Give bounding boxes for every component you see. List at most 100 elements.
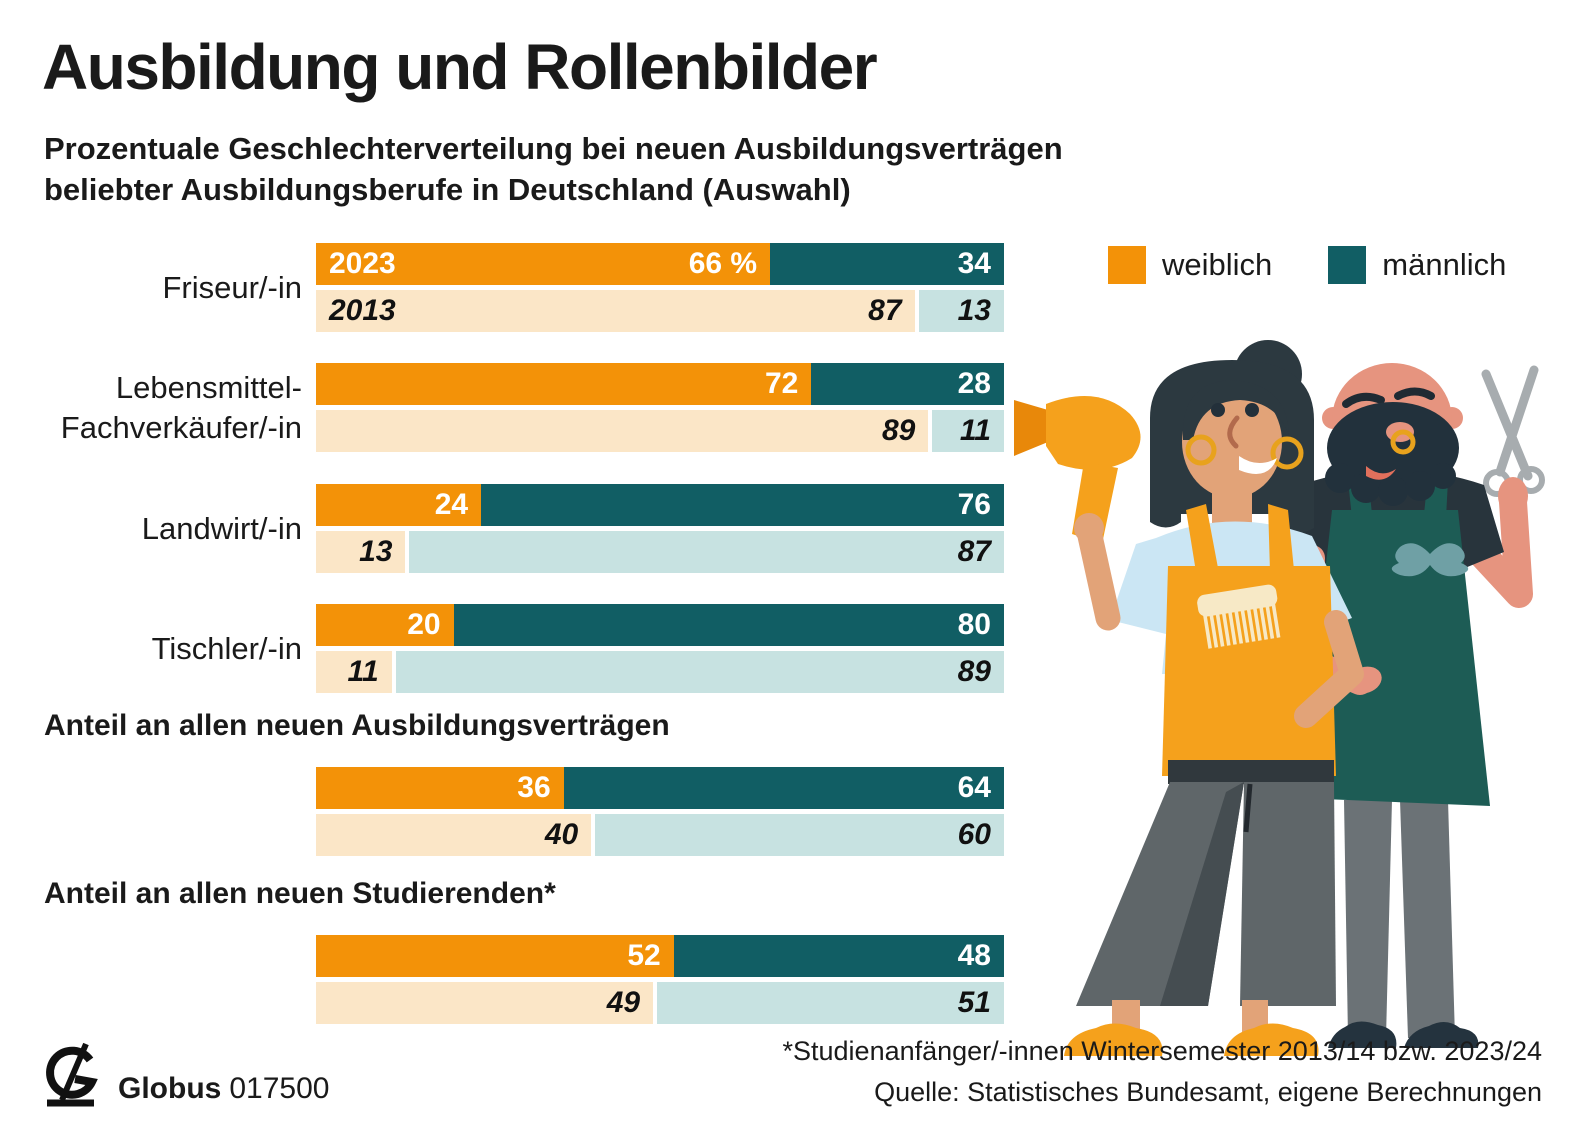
bar-tischler-2023: 20 80 (316, 604, 1004, 646)
man-apron (1300, 510, 1490, 806)
man-shoe (1328, 1021, 1397, 1048)
legend-label-weiblich: weiblich (1162, 247, 1273, 282)
bar-value-maennlich: 60 (957, 818, 991, 851)
man-pants (1344, 800, 1392, 1038)
bar-group-landwirt: 24 76 13 87 (316, 484, 1004, 573)
bar-lebensmittel-2013: 89 11 (316, 410, 1004, 452)
row-label-lebensmittel: Lebensmittel- Fachverkäufer/-in (36, 363, 302, 452)
bar-studierende-2023: 52 48 (316, 935, 1004, 977)
woman-head (1182, 380, 1304, 498)
brand-number: 017500 (229, 1072, 330, 1105)
bar-value-maennlich: 87 (957, 535, 991, 568)
row-label-line: Tischler/-in (151, 630, 302, 666)
page-title: Ausbildung und Rollenbilder (42, 31, 878, 103)
man-head (1322, 363, 1463, 506)
bar-ausbildung-2023: 36 64 (316, 767, 1004, 809)
bar-lebensmittel-2023: 72 28 (316, 363, 1004, 405)
bar-tischler-2013: 11 89 (316, 651, 1004, 693)
section-heading-ausbildung: Anteil an allen neuen Ausbildungsverträg… (44, 709, 670, 742)
woman-raised-arm (1077, 523, 1121, 631)
bar-segment-weiblich: 11 (316, 651, 392, 693)
row-label-line: Landwirt/-in (141, 510, 302, 546)
bar-group-tischler: 20 80 11 89 (316, 604, 1004, 693)
bar-segment-weiblich: 52 (316, 935, 674, 977)
bar-value-weiblich: 49 (606, 986, 641, 1019)
bar-segment-maennlich: 13 (914, 290, 1004, 332)
section-heading-studierende: Anteil an allen neuen Studierenden* (44, 877, 556, 910)
bar-segment-maennlich: 28 (811, 363, 1004, 405)
bar-value-maennlich: 51 (957, 986, 991, 1019)
woman-apron-strap (1186, 504, 1218, 572)
bar-value-maennlich: 64 (957, 771, 991, 804)
bar-group-friseur: 2023 66 % 34 2013 87 13 (316, 243, 1004, 332)
man-shoe (1404, 1021, 1479, 1048)
bar-value-maennlich: 48 (957, 939, 991, 972)
woman-apron-strap (1268, 504, 1294, 572)
row-label-line: Lebensmittel- (115, 369, 302, 405)
bar-segment-maennlich: 51 (653, 982, 1004, 1024)
woman-waistband (1168, 760, 1334, 784)
bar-value-weiblich: 72 (764, 367, 799, 400)
bar-ausbildung-2013: 40 60 (316, 814, 1004, 856)
bar-segment-maennlich: 60 (591, 814, 1004, 856)
earring-icon (1270, 436, 1304, 470)
bar-value-maennlich: 11 (959, 414, 991, 447)
man-pants (1400, 800, 1455, 1038)
row-label-tischler: Tischler/-in (36, 604, 302, 693)
bar-segment-maennlich: 34 (770, 243, 1004, 285)
legend-label-maennlich: männlich (1382, 247, 1507, 282)
bar-value-maennlich: 80 (957, 608, 991, 641)
bar-value-weiblich: 52 (627, 939, 661, 972)
bar-group-studierende: 52 48 49 51 (316, 935, 1004, 1024)
bar-segment-weiblich: 72 (316, 363, 812, 405)
bar-segment-weiblich: 2023 66 % (316, 243, 771, 285)
bar-value-weiblich: 13 (359, 535, 393, 568)
page-subtitle: Prozentuale Geschlechterverteilung bei n… (44, 128, 1063, 210)
legend-swatch-weiblich (1108, 246, 1146, 284)
brand: Globus 017500 (42, 1040, 329, 1108)
woman-pants-shadow (1160, 782, 1244, 1006)
man-raised-arm (1466, 488, 1533, 608)
bar-segment-maennlich: 89 (391, 651, 1004, 693)
bar-group-ausbildung-gesamt: 36 64 40 60 (316, 767, 1004, 856)
woman-shoe (1064, 1023, 1163, 1056)
bar-friseur-2023: 2023 66 % 34 (316, 243, 1004, 285)
mustache-icon (1391, 543, 1469, 577)
bar-segment-weiblich: 40 (316, 814, 592, 856)
woman-akimbo-arm (1294, 610, 1364, 728)
year-label: 2013 (329, 294, 396, 327)
bar-value-weiblich: 11 (347, 655, 379, 688)
woman-figure (1014, 340, 1364, 1056)
globus-logo-icon (46, 1042, 98, 1107)
woman-shoe (1224, 1023, 1319, 1056)
bar-segment-maennlich: 11 (928, 410, 1004, 452)
woman-pants (1240, 782, 1336, 1006)
subtitle-line-2: beliebter Ausbildungsberufe in Deutschla… (44, 172, 851, 207)
bar-value-weiblich: 36 (517, 771, 551, 804)
bar-group-lebensmittel: 72 28 89 11 (316, 363, 1004, 452)
bar-value-maennlich: 28 (957, 367, 991, 400)
comb-icon (1197, 584, 1281, 649)
bar-segment-maennlich: 76 (481, 484, 1004, 526)
bar-value-maennlich: 76 (957, 488, 991, 521)
bar-segment-maennlich: 87 (405, 531, 1004, 573)
scissors-icon (1481, 365, 1545, 497)
bar-value-maennlich: 13 (957, 294, 991, 327)
earring-icon (1185, 434, 1217, 466)
year-label: 2023 (329, 247, 396, 280)
bar-value-weiblich: 40 (544, 818, 579, 851)
bar-segment-weiblich: 49 (316, 982, 654, 1024)
row-label-friseur: Friseur/-in (36, 243, 302, 332)
woman-mouth (1239, 456, 1277, 474)
bar-value-maennlich: 89 (957, 655, 991, 688)
bar-value-weiblich: 66 % (688, 247, 758, 280)
man-mouth (1366, 466, 1396, 480)
source: Quelle: Statistisches Bundesamt, eigene … (874, 1077, 1542, 1107)
bar-value-weiblich: 20 (407, 608, 441, 641)
bar-segment-weiblich: 2013 87 (316, 290, 915, 332)
legend: weiblich männlich (1108, 246, 1506, 284)
subtitle-line-1: Prozentuale Geschlechterverteilung bei n… (44, 131, 1063, 166)
bar-segment-weiblich: 20 (316, 604, 454, 646)
bar-friseur-2013: 2013 87 13 (316, 290, 1004, 332)
bar-segment-maennlich: 48 (673, 935, 1004, 977)
